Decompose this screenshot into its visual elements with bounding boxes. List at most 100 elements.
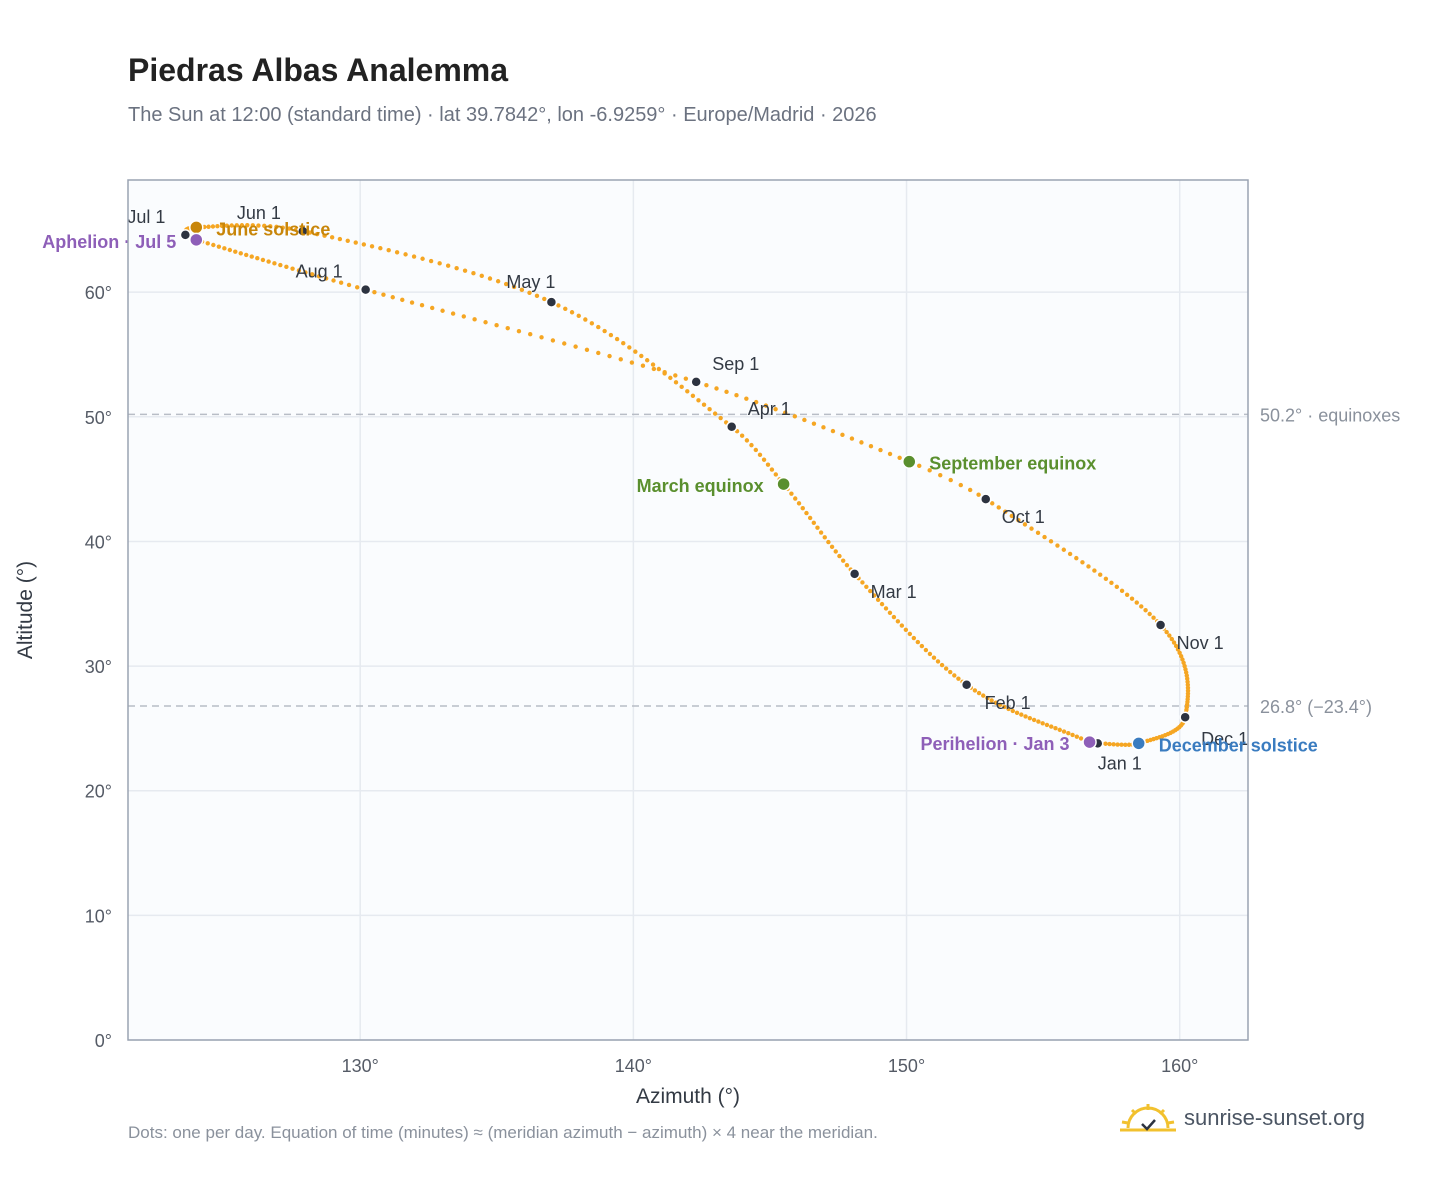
y-axis-label: Altitude (°) xyxy=(14,561,37,659)
day-dot xyxy=(303,270,308,275)
day-dot xyxy=(1111,742,1116,747)
x-tick-label: 130° xyxy=(342,1056,379,1076)
brand-name[interactable]: sunrise-sunset.org xyxy=(1184,1105,1365,1130)
day-dot xyxy=(430,305,435,311)
day-dot xyxy=(216,244,222,249)
month-label: Jul 1 xyxy=(127,207,165,227)
day-dot xyxy=(378,246,383,251)
month-marker xyxy=(690,376,702,388)
month-label: Mar 1 xyxy=(871,582,917,602)
day-dot xyxy=(596,350,601,356)
day-dot xyxy=(789,491,794,496)
month-label: Nov 1 xyxy=(1177,633,1224,653)
day-dot xyxy=(1078,736,1084,741)
day-dot xyxy=(938,472,943,478)
day-dot xyxy=(917,463,922,469)
day-dot xyxy=(1139,604,1144,609)
day-dot xyxy=(1074,734,1080,739)
day-dot xyxy=(445,263,451,268)
day-dot xyxy=(860,580,865,585)
month-marker xyxy=(980,493,992,505)
day-dot xyxy=(307,230,313,235)
day-dot xyxy=(753,399,759,405)
day-dot xyxy=(1074,555,1079,561)
day-dot xyxy=(714,386,719,391)
day-dot xyxy=(683,376,689,381)
event-label: September equinox xyxy=(929,454,1096,474)
day-dot xyxy=(956,676,961,681)
day-dot xyxy=(250,223,255,228)
day-dot xyxy=(206,224,211,229)
day-dot xyxy=(644,358,650,363)
day-dot xyxy=(487,276,493,281)
day-dot xyxy=(381,292,386,297)
day-dot xyxy=(967,487,973,493)
reference-lines: 50.2° · equinoxes 26.8° (−23.4°) xyxy=(128,405,1400,717)
month-label: May 1 xyxy=(506,272,555,292)
day-dot xyxy=(309,272,315,277)
day-dot xyxy=(608,332,614,338)
day-dot xyxy=(871,593,877,598)
day-dot xyxy=(1086,564,1091,569)
day-dot xyxy=(569,310,575,315)
day-dot xyxy=(338,280,344,285)
day-dot xyxy=(833,549,838,554)
x-axis-label: Azimuth (°) xyxy=(636,1085,740,1108)
day-dot xyxy=(1061,547,1067,552)
day-dot xyxy=(915,639,921,645)
day-dot xyxy=(210,224,216,229)
day-dot xyxy=(958,482,963,488)
day-dot xyxy=(1169,636,1175,642)
day-dot xyxy=(280,225,285,230)
day-dot xyxy=(802,417,807,423)
day-dot xyxy=(211,242,216,248)
day-dot xyxy=(1147,611,1152,617)
day-dot xyxy=(765,462,771,467)
day-dot xyxy=(556,303,561,308)
day-dot xyxy=(272,261,277,266)
day-dot xyxy=(462,268,468,273)
day-dot xyxy=(811,421,817,426)
day-dot xyxy=(337,236,343,242)
day-dot xyxy=(815,525,820,530)
day-dot xyxy=(899,623,905,628)
day-dot xyxy=(935,659,941,664)
day-dot xyxy=(1175,647,1181,652)
day-dot xyxy=(419,303,425,308)
day-dot xyxy=(238,251,243,256)
day-dot xyxy=(811,520,817,526)
day-dot xyxy=(284,264,289,270)
day-dot xyxy=(1027,715,1033,721)
day-dot xyxy=(821,425,826,430)
brand[interactable]: sunrise-sunset.org xyxy=(1120,1102,1365,1134)
day-dot xyxy=(883,606,889,611)
day-dot xyxy=(972,688,978,693)
day-dot xyxy=(494,323,499,328)
day-dot xyxy=(996,505,1001,510)
day-dot xyxy=(1006,706,1011,712)
reference-line-label: 26.8° (−23.4°) xyxy=(1260,697,1372,717)
day-dot xyxy=(744,396,749,401)
day-dot xyxy=(329,235,335,240)
day-dot xyxy=(679,384,684,390)
day-dot xyxy=(1023,714,1028,719)
day-dot xyxy=(346,282,352,288)
day-dot xyxy=(952,673,957,678)
event-marker xyxy=(1082,734,1097,750)
day-dot xyxy=(734,393,739,398)
day-dot xyxy=(542,296,547,302)
day-dot xyxy=(1002,704,1007,710)
day-dot xyxy=(690,393,696,398)
day-dot xyxy=(244,252,249,258)
day-dot xyxy=(796,501,802,506)
day-dot xyxy=(527,290,532,296)
day-dot xyxy=(1164,629,1169,635)
day-dot xyxy=(868,588,873,594)
day-dot xyxy=(849,436,855,441)
day-dot xyxy=(596,324,601,330)
day-dot xyxy=(1103,576,1109,581)
day-dot xyxy=(990,501,995,506)
day-dot xyxy=(607,353,612,359)
day-dot xyxy=(744,438,750,443)
day-dot xyxy=(1010,708,1015,714)
